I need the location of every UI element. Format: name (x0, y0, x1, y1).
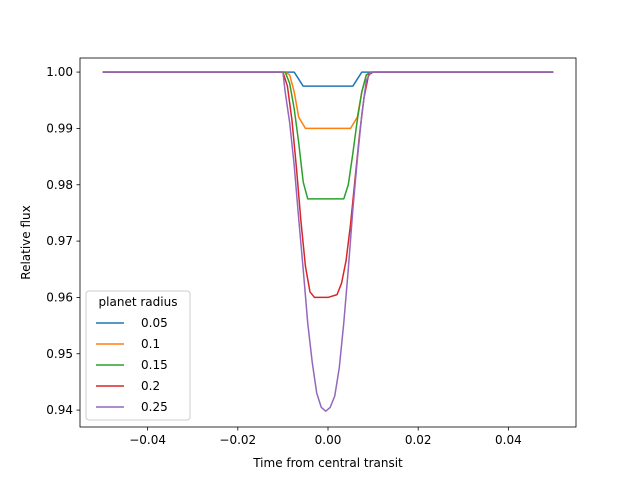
y-tick-label: 0.95 (46, 347, 73, 361)
legend-box (85, 290, 191, 421)
series-line-0-25 (102, 71, 554, 412)
y-tick-label: 0.96 (46, 290, 73, 304)
legend-label: 0.15 (141, 358, 168, 372)
x-axis-label: Time from central transit (252, 456, 403, 470)
series-lines (102, 71, 554, 412)
y-tick-label: 1.00 (46, 65, 73, 79)
x-tick-label: 0.04 (495, 433, 522, 447)
x-axis-ticks: −0.04 −0.02 0.00 0.02 0.04 (129, 427, 522, 447)
y-axis-ticks: 0.94 0.95 0.96 0.97 0.98 0.99 1.00 (46, 65, 80, 417)
legend-title: planet radius (99, 295, 178, 309)
y-tick-label: 0.97 (46, 234, 73, 248)
series-line-0-05 (102, 71, 554, 87)
legend-label: 0.2 (141, 379, 160, 393)
legend-label: 0.1 (141, 337, 160, 351)
legend-label: 0.25 (141, 400, 168, 414)
legend: planet radius 0.05 0.1 0.15 0.2 0.25 (85, 290, 191, 421)
x-tick-label: 0.00 (315, 433, 342, 447)
y-tick-label: 0.98 (46, 178, 73, 192)
x-tick-label: −0.04 (129, 433, 166, 447)
legend-entries: 0.05 0.1 0.15 0.2 0.25 (96, 316, 168, 414)
y-tick-label: 0.99 (46, 121, 73, 135)
y-axis-label: Relative flux (19, 205, 33, 279)
x-tick-label: 0.02 (405, 433, 432, 447)
legend-label: 0.05 (141, 316, 168, 330)
series-line-0-15 (102, 71, 554, 200)
y-tick-label: 0.94 (46, 403, 73, 417)
x-tick-label: −0.02 (219, 433, 256, 447)
